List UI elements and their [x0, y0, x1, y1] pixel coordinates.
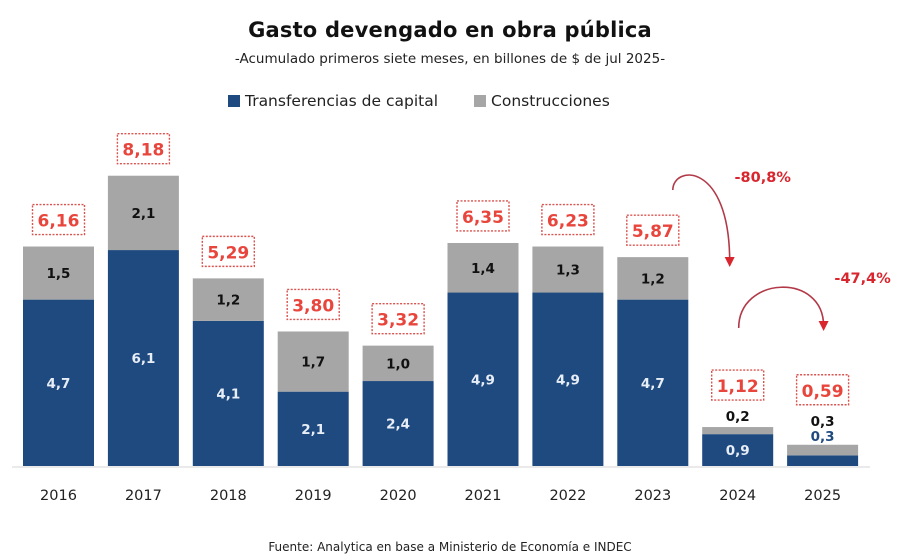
total-box-2020	[371, 302, 425, 335]
label-construcciones-2024: 0,2	[726, 409, 750, 425]
label-construcciones-2019: 1,7	[301, 355, 325, 371]
chart-subtitle: -Acumulado primeros siete meses, en bill…	[234, 51, 666, 67]
label-construcciones-2021: 1,4	[471, 261, 495, 277]
bar-construcciones-2021	[447, 242, 519, 293]
total-box-2019	[286, 288, 340, 321]
bar-transferencias-2016	[23, 299, 94, 466]
bar-transferencias-2018	[192, 320, 264, 466]
label-transferencias-2024: 0,9	[726, 443, 750, 459]
x-tick-2021: 2021	[465, 488, 502, 504]
bar-construcciones-2018	[192, 278, 264, 321]
change-arrow-2023-2024	[672, 174, 735, 267]
bar-construcciones-2017	[107, 175, 179, 251]
bar-transferencias-2017	[107, 250, 179, 466]
total-label-2022: 6,23	[547, 212, 589, 232]
bar-transferencias-2020	[362, 381, 434, 466]
chart-title: Gasto devengado en obra pública	[248, 18, 652, 42]
bar-transferencias-2021	[447, 292, 519, 466]
x-tick-2025: 2025	[804, 488, 841, 504]
x-tick-2024: 2024	[719, 488, 756, 504]
label-construcciones-2017: 2,1	[131, 206, 155, 222]
total-box-2016	[31, 203, 86, 236]
change-label-2024-2025: -47,4%	[834, 271, 891, 287]
label-transferencias-2018: 4,1	[216, 386, 240, 402]
total-label-2024: 1,12	[717, 377, 759, 397]
bar-construcciones-2024	[702, 427, 774, 435]
total-box-2025	[795, 374, 850, 406]
change-label-2023-2024: -80,8%	[735, 170, 792, 186]
total-label-2020: 3,32	[377, 311, 419, 331]
total-label-2017: 8,18	[122, 141, 164, 161]
legend-item-construcciones: Construcciones	[474, 92, 610, 110]
bar-construcciones-2023	[617, 257, 689, 300]
total-label-2019: 3,80	[292, 296, 334, 316]
x-tick-2019: 2019	[295, 488, 332, 504]
total-box-2022	[541, 203, 595, 236]
legend: Transferencias de capital Construcciones	[228, 92, 610, 110]
bar-transferencias-2025	[787, 455, 859, 466]
label-construcciones-2023: 1,2	[641, 271, 665, 287]
change-arrow-2024-2025	[737, 286, 829, 331]
x-tick-2022: 2022	[549, 488, 586, 504]
source-note: Fuente: Analytica en base a Ministerio d…	[268, 540, 632, 554]
x-tick-2016: 2016	[40, 488, 77, 504]
label-transferencias-2016: 4,7	[47, 376, 71, 392]
legend-swatch-transferencias	[228, 95, 240, 107]
bar-construcciones-2025	[787, 444, 859, 456]
label-transferencias-2017: 6,1	[131, 351, 155, 367]
bar-construcciones-2019	[277, 331, 349, 392]
legend-item-transferencias: Transferencias de capital	[228, 92, 438, 110]
bar-transferencias-2022	[532, 292, 604, 466]
label-construcciones-2020: 1,0	[386, 356, 410, 372]
label-transferencias-2020: 2,4	[386, 417, 410, 433]
x-tick-2017: 2017	[125, 488, 162, 504]
total-label-2021: 6,35	[462, 208, 504, 228]
x-tick-2020: 2020	[380, 488, 417, 504]
label-transferencias-2023: 4,7	[641, 376, 665, 392]
x-tick-2023: 2023	[634, 488, 671, 504]
total-box-2023	[626, 214, 680, 246]
total-label-2025: 0,59	[802, 382, 844, 402]
total-label-2016: 6,16	[38, 212, 80, 232]
bar-construcciones-2020	[362, 345, 434, 382]
total-box-2018	[201, 235, 256, 268]
label-construcciones-2016: 1,5	[47, 266, 71, 282]
label-transferencias-2021: 4,9	[471, 372, 495, 388]
legend-label-construcciones: Construcciones	[491, 92, 610, 110]
bar-transferencias-2023	[617, 299, 689, 466]
label-transferencias-2019: 2,1	[301, 422, 325, 438]
x-tick-2018: 2018	[210, 488, 247, 504]
total-box-2024	[711, 369, 765, 401]
bar-construcciones-2016	[23, 246, 94, 300]
label-transferencias-2025: 0,3	[811, 429, 835, 445]
label-construcciones-2022: 1,3	[556, 263, 580, 279]
total-box-2021	[456, 200, 510, 232]
legend-swatch-construcciones	[474, 95, 487, 107]
bar-transferencias-2024	[702, 434, 774, 466]
label-construcciones-2018: 1,2	[216, 293, 240, 309]
total-label-2023: 5,87	[632, 222, 674, 242]
bar-transferencias-2019	[277, 391, 349, 466]
label-construcciones-2025: 0,3	[811, 414, 835, 430]
bar-construcciones-2022	[532, 246, 604, 293]
label-transferencias-2022: 4,9	[556, 372, 580, 388]
total-label-2018: 5,29	[207, 243, 249, 263]
total-box-2017	[116, 133, 171, 165]
legend-label-transferencias: Transferencias de capital	[245, 92, 439, 110]
